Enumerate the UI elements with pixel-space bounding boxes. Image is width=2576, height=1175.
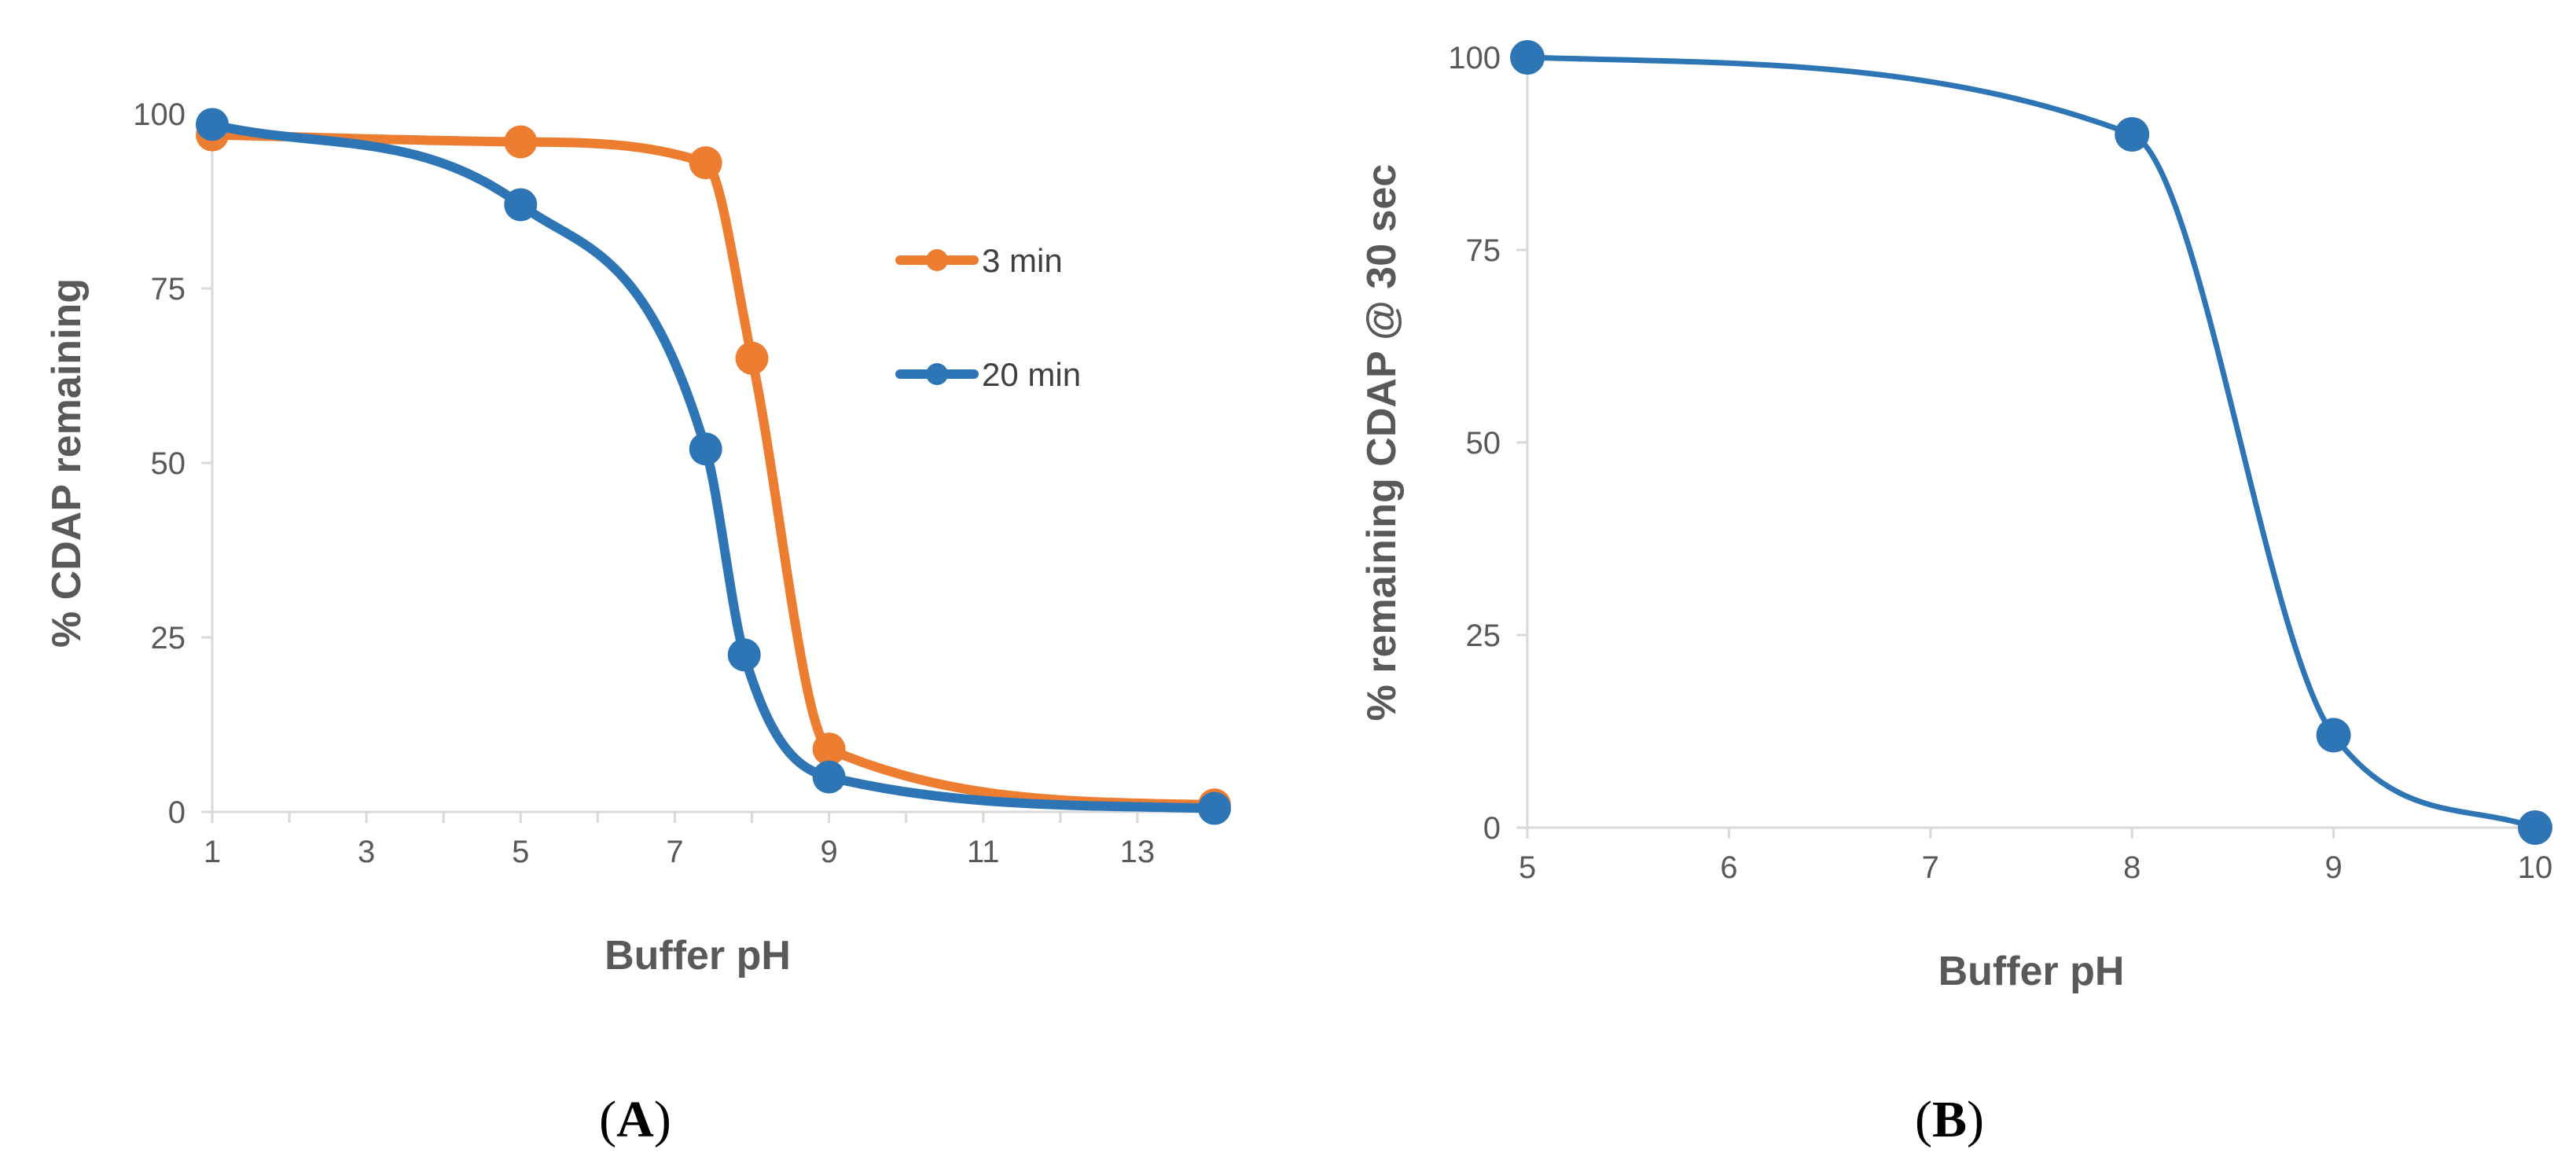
panel-label-b: (B) (1915, 1091, 1984, 1148)
x-tick-label: 5 (512, 835, 529, 869)
x-axis-title: Buffer pH (1938, 949, 2125, 994)
data-point-series-1 (1198, 791, 1231, 825)
x-tick-label: 5 (1519, 850, 1536, 885)
legend-label-1: 20 min (982, 356, 1081, 393)
y-tick-label: 50 (1466, 426, 1501, 461)
data-point-series-1 (812, 760, 846, 794)
y-tick-label: 50 (151, 446, 186, 481)
y-tick-label: 0 (1483, 811, 1501, 846)
x-tick-label: 7 (666, 835, 683, 869)
x-tick-label: 1 (204, 835, 221, 869)
x-tick-label: 3 (358, 835, 375, 869)
y-tick-label: 100 (1448, 41, 1501, 75)
panel-label-b-letter: B (1932, 1091, 1967, 1148)
data-point-series-0 (2518, 810, 2552, 845)
y-tick-label: 0 (168, 795, 186, 830)
legend-label-0: 3 min (982, 242, 1063, 279)
data-point-series-0 (1510, 40, 1545, 75)
x-tick-label: 7 (1922, 850, 1939, 885)
data-point-series-1 (196, 108, 229, 141)
data-point-series-1 (504, 188, 538, 222)
chart-b: 0 25 50 75 100 5 6 7 8 9 10 Buffer pH % remaining CD… (1359, 40, 2552, 994)
y-axis-title: % remaining CDAP @ 30 sec (1359, 164, 1405, 722)
data-point-series-0 (812, 733, 846, 766)
y-tick-label: 25 (151, 621, 186, 655)
panel-label-a: (A) (599, 1091, 671, 1148)
y-axis-title: % CDAP remaining (44, 278, 90, 648)
data-point-series-0 (689, 146, 722, 180)
series-line-0 (1524, 54, 2538, 831)
x-tick-label: 6 (1720, 850, 1737, 885)
data-point-series-0 (2115, 117, 2150, 152)
y-tick-label: 75 (1466, 233, 1501, 268)
data-point-series-1 (689, 432, 722, 466)
x-tick-label: 8 (2123, 850, 2141, 885)
y-tick-label: 75 (151, 272, 186, 307)
x-tick-label: 11 (967, 835, 1000, 869)
y-tick-label: 25 (1466, 619, 1501, 653)
panel-label-a-letter: A (616, 1091, 654, 1148)
x-axis-title: Buffer pH (604, 933, 791, 979)
legend-marker-1 (926, 363, 948, 385)
y-tick-label: 100 (133, 97, 186, 132)
x-tick-label: 10 (2518, 850, 2553, 885)
series-line-0 (208, 130, 1219, 810)
x-tick-label: 9 (820, 835, 837, 869)
legend-marker-0 (926, 249, 948, 271)
x-tick-label: 9 (2324, 850, 2342, 885)
data-point-series-0 (735, 341, 769, 375)
series-line-1 (208, 119, 1219, 813)
x-tick-label: 13 (1120, 835, 1156, 869)
data-point-series-0 (504, 125, 538, 159)
data-point-series-0 (2316, 718, 2351, 753)
data-point-series-1 (727, 638, 761, 672)
